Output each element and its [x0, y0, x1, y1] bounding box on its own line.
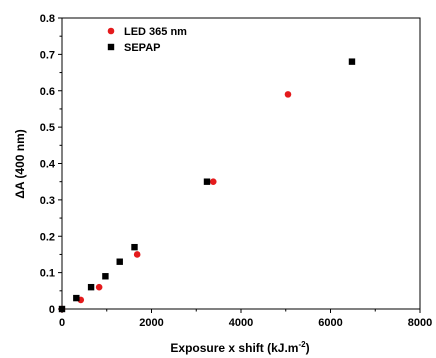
- x-axis-title-main: Exposure x shift (kJ.m: [170, 341, 298, 355]
- sepap-point: [116, 258, 123, 265]
- x-axis-title-sup: -2: [298, 340, 306, 349]
- led-365-nm-point: [133, 251, 141, 258]
- y-tick-label: 0.6: [40, 86, 55, 98]
- x-axis-title-close: ): [306, 341, 310, 355]
- plot-border: [61, 17, 421, 310]
- sepap-point: [73, 294, 80, 302]
- led-365-nm-point: [284, 91, 292, 98]
- y-tick-label: 0.7: [40, 49, 55, 61]
- y-tick-label: 0.2: [40, 231, 55, 243]
- plot-frame: [61, 17, 421, 310]
- y-axis-title: ΔA (400 nm): [13, 129, 27, 199]
- x-tick-label: 6000: [318, 317, 342, 329]
- y-tick-label: 0.8: [40, 13, 55, 25]
- y-tick-label: 0.5: [40, 122, 55, 134]
- legend-label-led-365-nm: LED 365 nm: [124, 26, 187, 38]
- x-axis: 0 2000 4000 6000 8000: [59, 309, 432, 329]
- x-axis-title: Exposure x shift (kJ.m-2): [170, 340, 309, 355]
- x-tick-label: 2000: [139, 317, 163, 329]
- legend-label-sepap: SEPAP: [124, 42, 160, 54]
- sepap-point: [87, 283, 95, 291]
- y-tick-label: 0.1: [40, 268, 55, 280]
- sepap-point: [203, 178, 211, 185]
- x-tick-label: 0: [59, 317, 65, 329]
- x-tick-label: 4000: [229, 317, 253, 329]
- led-365-nm-point: [209, 178, 217, 185]
- sepap-point: [102, 273, 109, 280]
- legend: LED 365 nm SEPAP: [107, 26, 187, 54]
- legend-marker-led-365-nm: [107, 27, 115, 35]
- x-tick-label: 8000: [408, 317, 432, 329]
- sepap-point: [58, 305, 66, 313]
- y-tick-label: 0.4: [40, 159, 56, 171]
- data-points: [58, 58, 356, 313]
- led-365-nm-point: [95, 283, 103, 291]
- sepap-point: [131, 243, 138, 251]
- y-tick-label: 0.3: [40, 195, 55, 207]
- y-axis: 0 0.1 0.2 0.3 0.4 0.5 0.6 0.7 0.8: [40, 13, 62, 316]
- y-tick-label: 0: [49, 304, 55, 316]
- legend-marker-sepap: [107, 43, 115, 51]
- sepap-point: [348, 58, 356, 65]
